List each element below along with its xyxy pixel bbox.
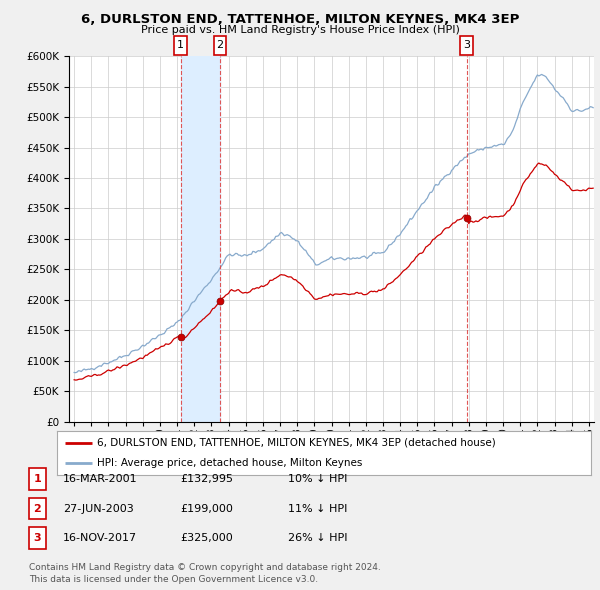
Bar <box>181 56 220 422</box>
Text: This data is licensed under the Open Government Licence v3.0.: This data is licensed under the Open Gov… <box>29 575 318 584</box>
Text: 3: 3 <box>463 41 470 50</box>
Text: 3: 3 <box>34 533 41 543</box>
Text: 26% ↓ HPI: 26% ↓ HPI <box>288 533 347 543</box>
Text: £199,000: £199,000 <box>180 504 233 513</box>
Text: Contains HM Land Registry data © Crown copyright and database right 2024.: Contains HM Land Registry data © Crown c… <box>29 563 380 572</box>
Text: 2: 2 <box>34 504 41 513</box>
Text: Price paid vs. HM Land Registry's House Price Index (HPI): Price paid vs. HM Land Registry's House … <box>140 25 460 35</box>
Text: 1: 1 <box>177 41 184 50</box>
Text: 10% ↓ HPI: 10% ↓ HPI <box>288 474 347 484</box>
Text: HPI: Average price, detached house, Milton Keynes: HPI: Average price, detached house, Milt… <box>97 458 362 468</box>
FancyBboxPatch shape <box>460 36 473 55</box>
Text: 6, DURLSTON END, TATTENHOE, MILTON KEYNES, MK4 3EP: 6, DURLSTON END, TATTENHOE, MILTON KEYNE… <box>81 13 519 26</box>
Text: 16-NOV-2017: 16-NOV-2017 <box>63 533 137 543</box>
Text: 11% ↓ HPI: 11% ↓ HPI <box>288 504 347 513</box>
Text: 6, DURLSTON END, TATTENHOE, MILTON KEYNES, MK4 3EP (detached house): 6, DURLSTON END, TATTENHOE, MILTON KEYNE… <box>97 438 496 448</box>
Text: 2: 2 <box>216 41 223 50</box>
Text: 16-MAR-2001: 16-MAR-2001 <box>63 474 137 484</box>
Text: 1: 1 <box>34 474 41 484</box>
FancyBboxPatch shape <box>214 36 226 55</box>
Text: £132,995: £132,995 <box>180 474 233 484</box>
Text: £325,000: £325,000 <box>180 533 233 543</box>
FancyBboxPatch shape <box>175 36 187 55</box>
Text: 27-JUN-2003: 27-JUN-2003 <box>63 504 134 513</box>
